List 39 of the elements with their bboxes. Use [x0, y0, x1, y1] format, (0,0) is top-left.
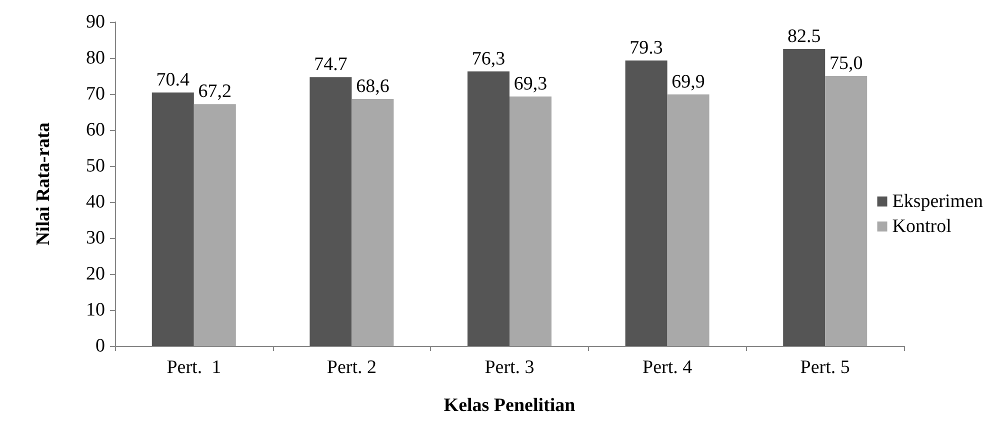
bar: [510, 96, 552, 346]
y-tick-label: 30: [86, 228, 105, 248]
bar: [352, 99, 394, 346]
data-label: 68,6: [356, 76, 390, 98]
y-axis-title: Nilai Rata-rata: [33, 122, 54, 246]
y-tick-label: 70: [86, 84, 105, 104]
legend-label: Eksperimen: [892, 191, 984, 212]
bar: [152, 92, 194, 346]
data-label: 69,3: [514, 74, 548, 95]
data-label: 67,2: [198, 81, 232, 102]
y-tick-label: 20: [86, 264, 105, 284]
bar: [468, 71, 510, 346]
data-label: 79.3: [630, 38, 663, 59]
y-tick-label: 10: [86, 300, 105, 320]
data-label: 70.4: [156, 70, 190, 91]
y-tick-label: 80: [86, 48, 105, 68]
legend-label: Kontrol: [892, 216, 952, 237]
y-tick-label: 60: [86, 120, 105, 140]
bar: [667, 94, 710, 346]
bar: [783, 49, 826, 346]
y-tick-label: 50: [86, 156, 105, 176]
data-label: 74.7: [314, 54, 348, 76]
data-label: 75,0: [829, 53, 863, 74]
bar: [310, 77, 352, 346]
bar: [194, 104, 236, 346]
x-tick-label: Pert. 1: [166, 357, 222, 378]
x-tick-label: Pert. 4: [642, 357, 693, 378]
x-tick-label: Pert. 3: [484, 357, 534, 378]
y-tick-label: 40: [86, 192, 105, 212]
data-label: 76,3: [472, 48, 506, 70]
x-tick-label: Pert. 2: [326, 357, 377, 378]
bar: [825, 76, 868, 346]
x-tick-label: Pert. 5: [800, 357, 850, 378]
bar: [625, 60, 668, 346]
y-tick-label: 90: [86, 12, 105, 32]
data-label: 82.5: [787, 26, 821, 47]
x-axis-title: Kelas Penelitian: [444, 395, 576, 416]
data-label: 69,9: [672, 71, 705, 92]
y-tick-label: 0: [96, 336, 105, 356]
